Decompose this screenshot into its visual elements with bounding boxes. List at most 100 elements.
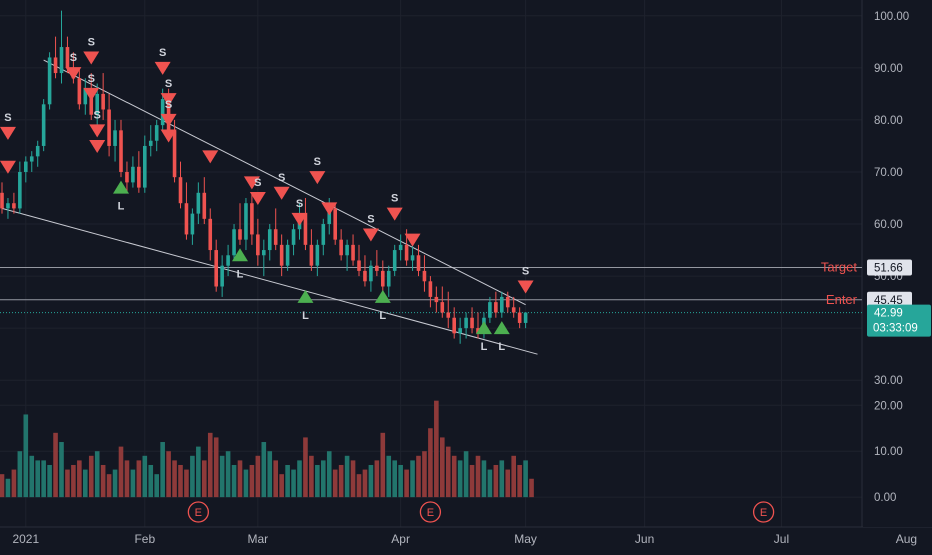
candle-body bbox=[434, 296, 439, 303]
time-tick-label: Mar bbox=[248, 532, 269, 546]
candle-body bbox=[59, 47, 64, 74]
volume-bar bbox=[440, 437, 445, 498]
volume-bar bbox=[130, 469, 136, 498]
candle-body bbox=[125, 171, 129, 183]
earnings-marker[interactable] bbox=[419, 501, 442, 523]
volume-bar bbox=[65, 469, 70, 498]
time-tick-label: Feb bbox=[134, 532, 155, 546]
candle-body bbox=[345, 244, 349, 256]
earnings-marker[interactable] bbox=[752, 501, 775, 523]
candle-body bbox=[285, 244, 290, 266]
volume-bar bbox=[231, 464, 237, 498]
candle-body bbox=[256, 234, 260, 256]
earnings-marker-label: E bbox=[195, 507, 202, 519]
volume-bar bbox=[481, 460, 487, 498]
volume-bar bbox=[184, 469, 189, 498]
sell-signal-label: S bbox=[159, 47, 166, 59]
time-tick-label: Aug bbox=[896, 532, 917, 546]
volume-bar bbox=[23, 414, 29, 498]
candle-body bbox=[505, 296, 510, 308]
candle-body bbox=[0, 192, 4, 209]
candle-body bbox=[113, 130, 117, 146]
buy-signal-arrow bbox=[297, 289, 314, 303]
candle-body bbox=[232, 229, 236, 256]
candle-body bbox=[357, 260, 361, 271]
candle-body bbox=[440, 302, 445, 313]
sell-signal-arrow bbox=[321, 202, 338, 216]
candle-body bbox=[422, 270, 427, 282]
volume-bar bbox=[35, 460, 40, 498]
volume-bar bbox=[100, 464, 106, 498]
sell-signal-arrow bbox=[386, 207, 403, 221]
volume-bar bbox=[374, 460, 380, 498]
candle-body bbox=[392, 250, 397, 271]
volume-bar bbox=[142, 455, 148, 498]
volume-bar bbox=[505, 469, 511, 498]
sell-signal-label: S bbox=[4, 112, 11, 124]
trendlines bbox=[1, 59, 538, 355]
candle-body bbox=[202, 192, 207, 219]
sell-signal-label: S bbox=[314, 156, 321, 168]
candle-body bbox=[375, 265, 379, 271]
candle-body bbox=[327, 208, 332, 225]
volume-bar bbox=[207, 432, 213, 498]
sell-signal-arrow bbox=[517, 280, 534, 294]
volume-bar bbox=[398, 464, 403, 498]
sell-signal-label: S bbox=[391, 193, 398, 205]
candle-body bbox=[458, 328, 462, 334]
volume-bar bbox=[517, 464, 522, 498]
candle-body bbox=[273, 229, 278, 245]
volume-bar bbox=[255, 455, 261, 498]
buy-signal-arrow bbox=[475, 321, 492, 335]
candle-body bbox=[184, 203, 189, 235]
candle-body bbox=[107, 109, 111, 146]
sell-signal-arrow bbox=[83, 51, 100, 65]
volume-bar bbox=[29, 455, 35, 498]
volume-bar bbox=[404, 469, 409, 498]
volume-bar bbox=[457, 460, 463, 498]
volume-bar bbox=[178, 464, 183, 498]
candle-body bbox=[172, 130, 177, 178]
volume-bar bbox=[309, 455, 314, 498]
candle-body bbox=[226, 255, 230, 266]
candle-body bbox=[398, 244, 403, 251]
buy-signal-arrow bbox=[493, 321, 510, 335]
volume-bar bbox=[511, 455, 516, 498]
level-price-tag bbox=[867, 291, 912, 308]
earnings-marker[interactable] bbox=[187, 501, 210, 523]
volume-bar bbox=[202, 460, 207, 498]
price-tick-label: 100.00 bbox=[874, 11, 909, 23]
candle-body bbox=[18, 171, 22, 209]
volume-bar bbox=[279, 474, 284, 498]
horizontal-levels: Target Enter bbox=[0, 259, 862, 314]
candle-body bbox=[262, 250, 266, 256]
price-axis[interactable]: 100.0090.0080.0070.0060.0050.0040.0030.0… bbox=[863, 0, 932, 527]
sell-signal-arrow bbox=[160, 93, 177, 107]
buy-signal-label: L bbox=[237, 268, 244, 280]
volume-bar bbox=[380, 432, 386, 498]
sell-signal-label: S bbox=[165, 78, 172, 90]
price-tick-label: 30.00 bbox=[874, 375, 903, 387]
price-tick-label: 90.00 bbox=[874, 63, 903, 75]
time-axis[interactable]: 2021 Feb Mar Apr May Jun Jul Aug bbox=[12, 532, 917, 546]
volume-bar bbox=[190, 455, 195, 498]
volume-bar bbox=[428, 428, 433, 498]
sell-signal-arrow bbox=[0, 126, 16, 140]
volume-bar bbox=[41, 460, 46, 498]
volume-bar bbox=[434, 400, 439, 498]
sell-signal-arrow bbox=[89, 124, 106, 138]
buy-signal-arrow bbox=[232, 248, 248, 262]
volume-bar bbox=[166, 451, 171, 498]
volume-tick-label: 20.00 bbox=[874, 400, 903, 412]
buy-signal-arrow bbox=[113, 180, 129, 194]
volume-bar bbox=[338, 464, 344, 498]
volume-bar bbox=[386, 455, 392, 498]
time-tick-label: Jul bbox=[774, 532, 789, 546]
candle-body bbox=[386, 270, 391, 287]
candle-body bbox=[494, 302, 498, 313]
sell-signal-label: S bbox=[88, 73, 95, 85]
sell-signal-label: S bbox=[296, 198, 303, 210]
